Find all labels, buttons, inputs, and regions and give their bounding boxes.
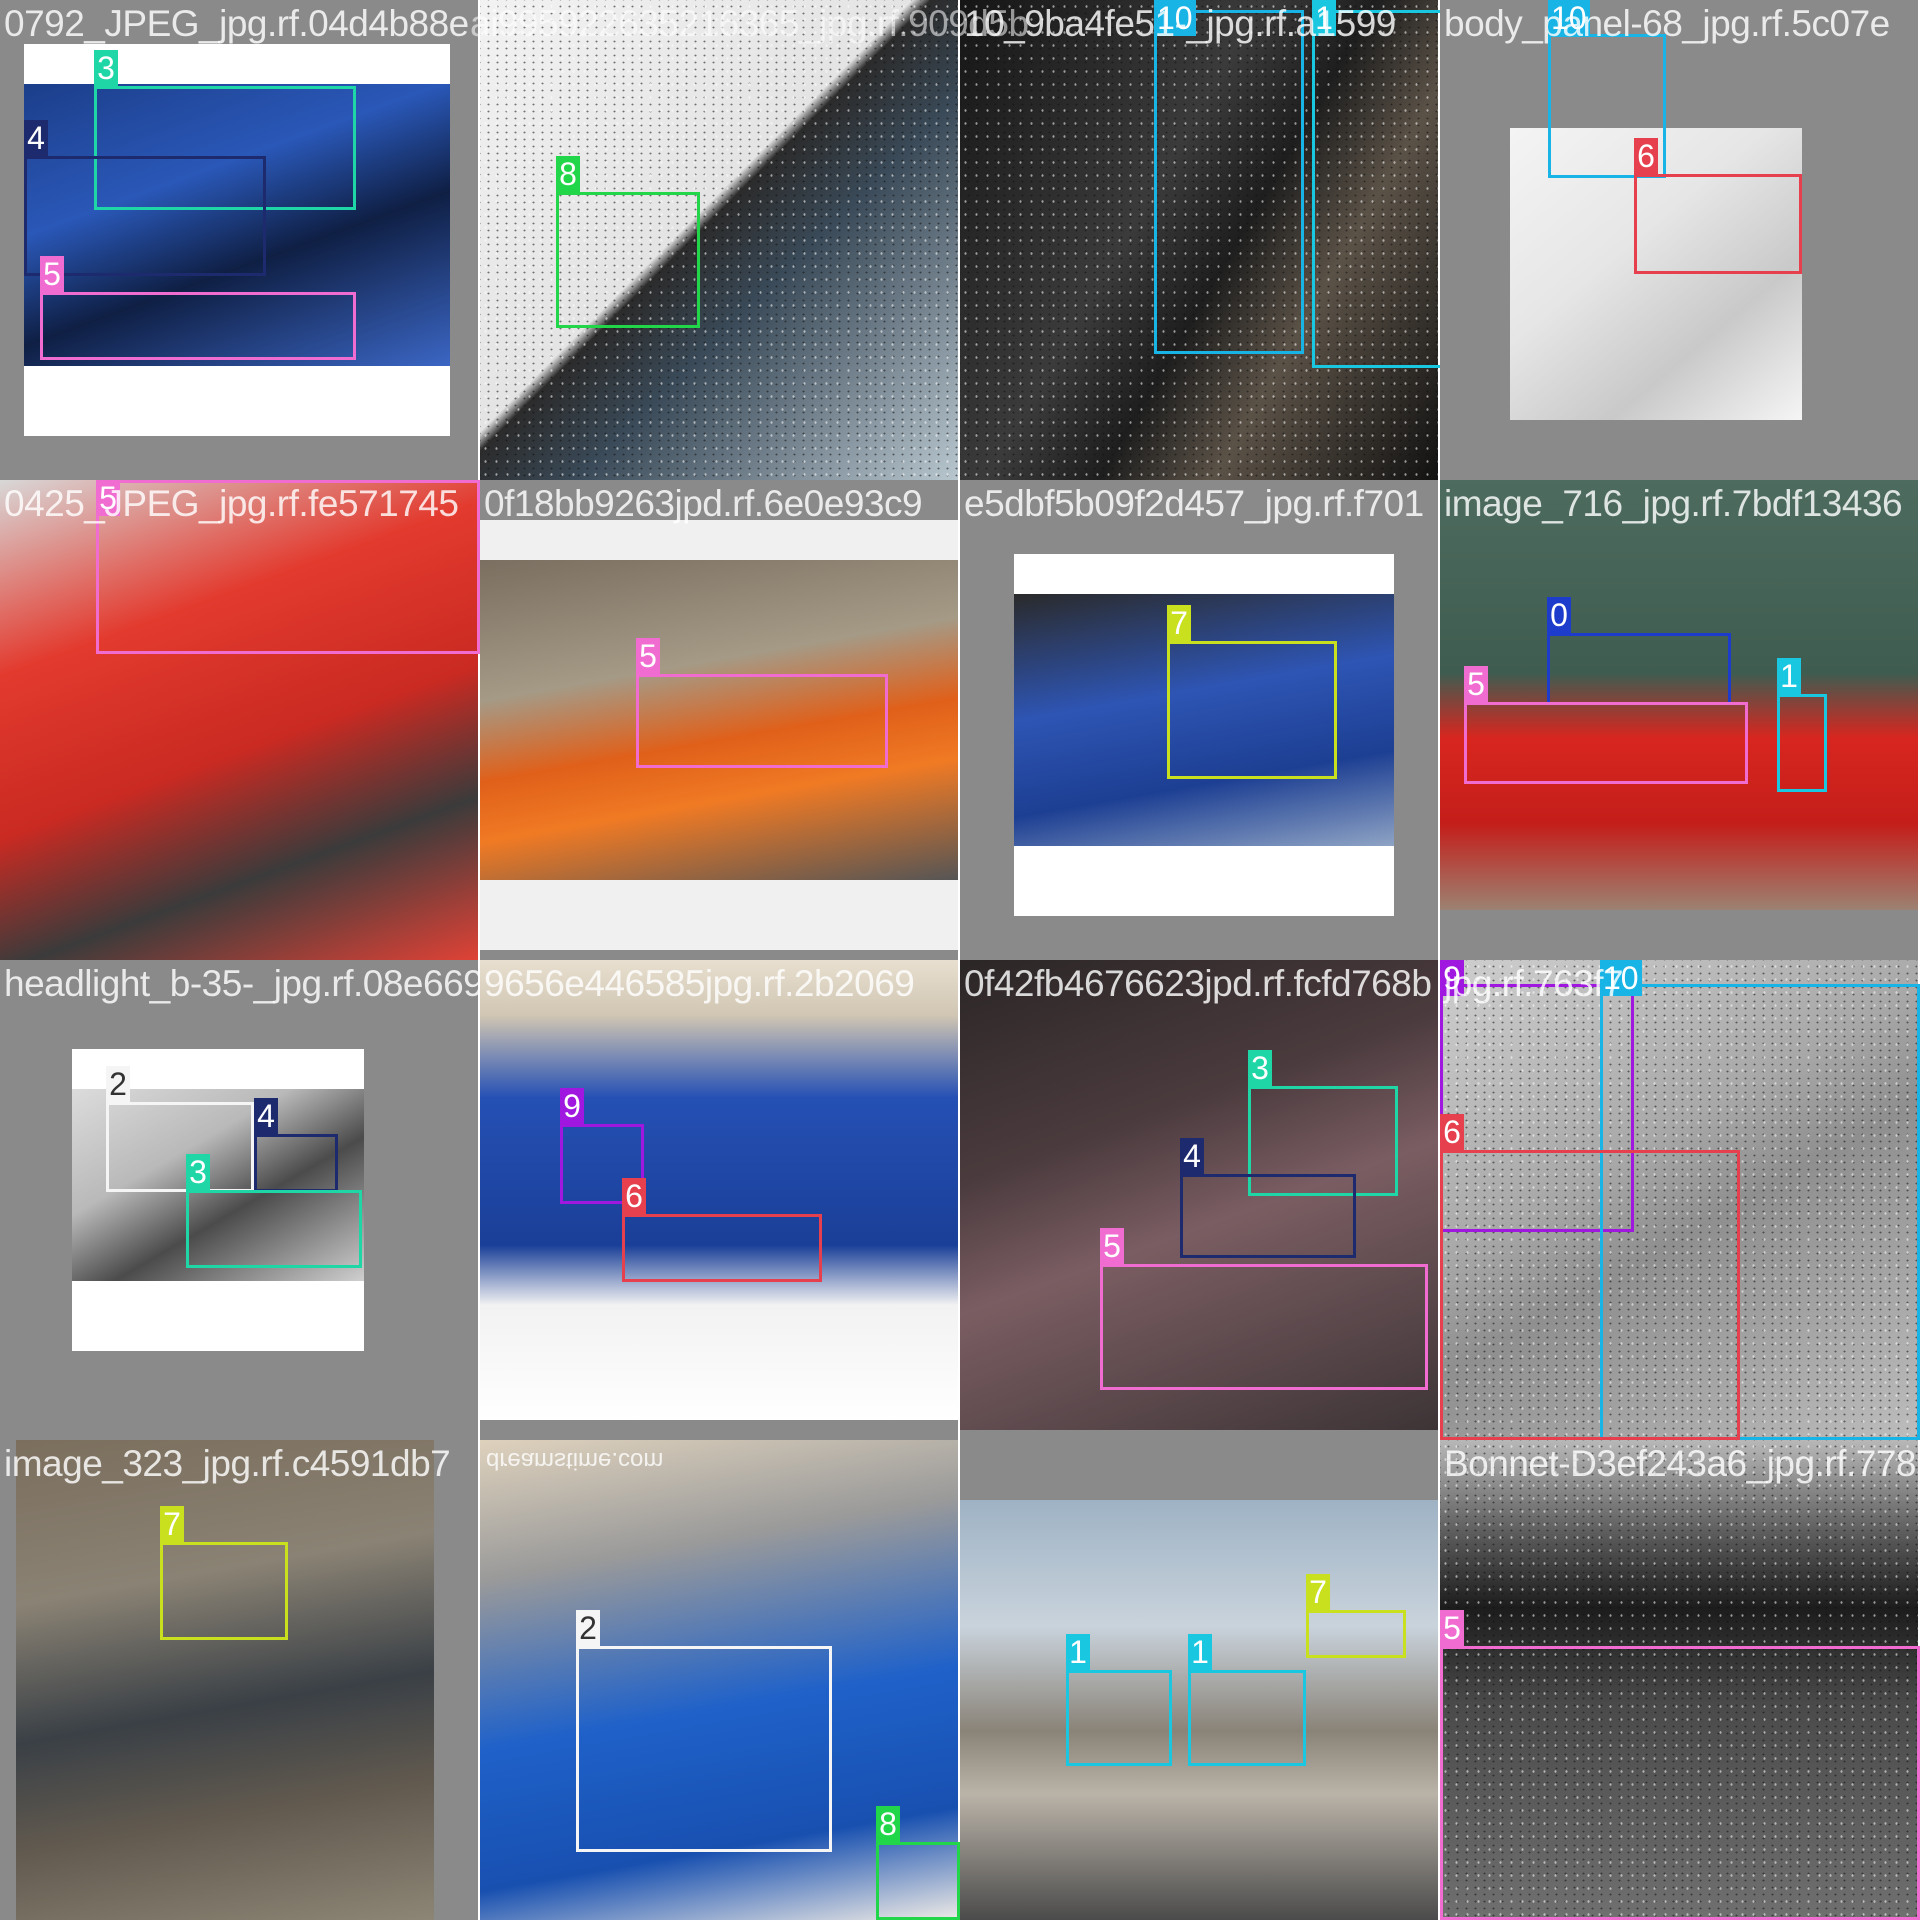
class-label: 1 xyxy=(1066,1634,1090,1670)
image-filename: headlight_b-35-_jpg.rf.08e669 xyxy=(4,963,480,1004)
class-label: 8 xyxy=(556,156,580,192)
class-label: 3 xyxy=(1248,1050,1272,1086)
mosaic-tile: 5 Bonnet-D3ef243a6_jpg.rf.778 xyxy=(1440,1440,1920,1920)
bounding-box xyxy=(160,1542,288,1640)
bounding-box xyxy=(1440,1646,1920,1920)
mosaic-tile: 10 6 body_panel-68_jpg.rf.5c07e xyxy=(1440,0,1920,480)
training-image xyxy=(1440,480,1920,910)
training-image xyxy=(0,480,480,960)
training-image xyxy=(480,560,960,880)
bounding-box xyxy=(1440,1150,1740,1440)
class-label: 7 xyxy=(1167,605,1191,641)
bounding-box xyxy=(1167,641,1337,779)
class-label: 6 xyxy=(1634,138,1658,174)
class-label: 4 xyxy=(254,1098,278,1134)
bounding-box xyxy=(1547,633,1731,705)
class-label: 1 xyxy=(1777,658,1801,694)
class-label: 5 xyxy=(1464,666,1488,702)
bounding-box xyxy=(186,1190,362,1268)
bounding-box xyxy=(40,292,356,360)
class-label: 5 xyxy=(96,480,120,516)
class-label: 5 xyxy=(1100,1228,1124,1264)
bounding-box xyxy=(576,1646,832,1852)
image-filename: Bonnet-D3ef243a6_jpg.rf.778 xyxy=(1444,1443,1916,1484)
bounding-box xyxy=(96,480,480,654)
class-label: 9 xyxy=(560,1088,584,1124)
mosaic-tile: 5 0f18bb9263jpd.rf.6e0e93c9 xyxy=(480,480,960,960)
mosaic-tile: 0 5 1 image_716_jpg.rf.7bdf13436 xyxy=(1440,480,1920,960)
watermark-text: dreamstime.com xyxy=(486,1447,664,1474)
bounding-box xyxy=(1180,1174,1356,1258)
bounding-box xyxy=(1100,1264,1428,1390)
mosaic-tile: 3 4 5 0f42fb4676623jpd.rf.fcfd768b xyxy=(960,960,1440,1440)
class-label: 3 xyxy=(94,50,118,86)
mosaic-tile: 1 1 7 xyxy=(960,1440,1440,1920)
mosaic-tile: 3 4 5 0792_JPEG_jpg.rf.04d4b88e ai9959226352… xyxy=(0,0,1029,480)
bounding-box xyxy=(622,1214,822,1282)
class-label: 4 xyxy=(24,120,48,156)
bounding-box xyxy=(24,156,266,276)
image-filename: image_323_jpg.rf.c4591db7 xyxy=(4,1443,451,1484)
image-filename: 0425_JPEG_jpg.rf.fe571745 xyxy=(4,483,459,524)
bounding-box xyxy=(1154,10,1304,354)
class-label: 7 xyxy=(1306,1574,1330,1610)
bounding-box xyxy=(1464,702,1748,784)
mosaic-tile: 5 0425_JPEG_jpg.rf.fe571745 xyxy=(0,480,480,960)
image-filename: 0792_JPEG_jpg.rf.04d4b88e xyxy=(4,3,469,44)
class-label: 10 xyxy=(1548,0,1590,36)
image-filename: image_716_jpg.rf.7bdf13436 xyxy=(1444,483,1903,524)
image-filename: 9656e446585jpg.rf.2b2069 xyxy=(484,963,915,1004)
mosaic-tile: 7 image_323_jpg.rf.c4591db7 xyxy=(0,1440,480,1920)
training-image xyxy=(1014,594,1394,846)
image-filename: body_panel-68_jpg.rf.5c07e xyxy=(1444,3,1890,44)
class-label: 2 xyxy=(576,1610,600,1646)
mosaic-tile: 8 xyxy=(480,0,960,480)
image-filename: 0f42fb4676623jpd.rf.fcfd768b xyxy=(964,963,1432,1004)
bounding-box xyxy=(1248,1086,1398,1196)
training-image xyxy=(960,1500,1440,1920)
training-image xyxy=(72,1089,364,1281)
class-label: 6 xyxy=(1440,1114,1464,1150)
class-label: 3 xyxy=(186,1154,210,1190)
class-label: 6 xyxy=(622,1178,646,1214)
bounding-box xyxy=(106,1102,254,1192)
bounding-box xyxy=(1548,34,1666,178)
mosaic-tile: dreamstime.com 2 8 xyxy=(480,1440,960,1920)
image-filename: e5dbf5b09f2d457_jpg.rf.f701 xyxy=(964,483,1424,524)
overlapping-filename: ai995922635216365_jpg.rf.909d5b xyxy=(470,3,1029,44)
class-label: 1 xyxy=(1188,1634,1212,1670)
mosaic-tile: 9 6 9656e446585jpg.rf.2b2069 xyxy=(480,960,960,1440)
image-filename: 10_9ba4fe51-_jpg.rf.a1599 xyxy=(964,3,1396,44)
class-label: 4 xyxy=(1180,1138,1204,1174)
mosaic-tile: 7 e5dbf5b09f2d457_jpg.rf.f701 xyxy=(960,480,1440,960)
image-filename: 0f18bb9263jpd.rf.6e0e93c9 xyxy=(484,483,923,524)
class-label: 2 xyxy=(106,1066,130,1102)
bounding-box xyxy=(1634,174,1802,274)
bounding-box xyxy=(876,1842,960,1920)
bounding-box xyxy=(1188,1670,1306,1766)
bounding-box xyxy=(556,192,700,328)
mosaic-tile: 9 10 6 jpg.rf.763f7 xyxy=(1440,960,1920,1440)
class-label: 0 xyxy=(1547,597,1571,633)
bounding-box xyxy=(254,1134,338,1192)
bounding-box xyxy=(1312,10,1440,368)
bounding-box xyxy=(1306,1610,1406,1658)
bounding-box xyxy=(1777,694,1827,792)
class-label: 5 xyxy=(636,638,660,674)
class-label: 7 xyxy=(160,1506,184,1542)
mosaic-tile: 10 1 10_9ba4fe51-_jpg.rf.a1599 xyxy=(960,0,1440,480)
class-label: 5 xyxy=(40,256,64,292)
image-filename: jpg.rf.763f7 xyxy=(1444,963,1624,1004)
bounding-box xyxy=(560,1124,644,1204)
bounding-box xyxy=(94,86,356,210)
bounding-box xyxy=(636,674,888,768)
training-image xyxy=(16,1440,434,1920)
mosaic-tile: 2 4 3 headlight_b-35-_jpg.rf.08e669 xyxy=(0,960,480,1440)
training-image xyxy=(480,960,960,1420)
class-label: 8 xyxy=(876,1806,900,1842)
bounding-box xyxy=(1066,1670,1172,1766)
training-image xyxy=(480,0,960,480)
class-label: 5 xyxy=(1440,1610,1464,1646)
